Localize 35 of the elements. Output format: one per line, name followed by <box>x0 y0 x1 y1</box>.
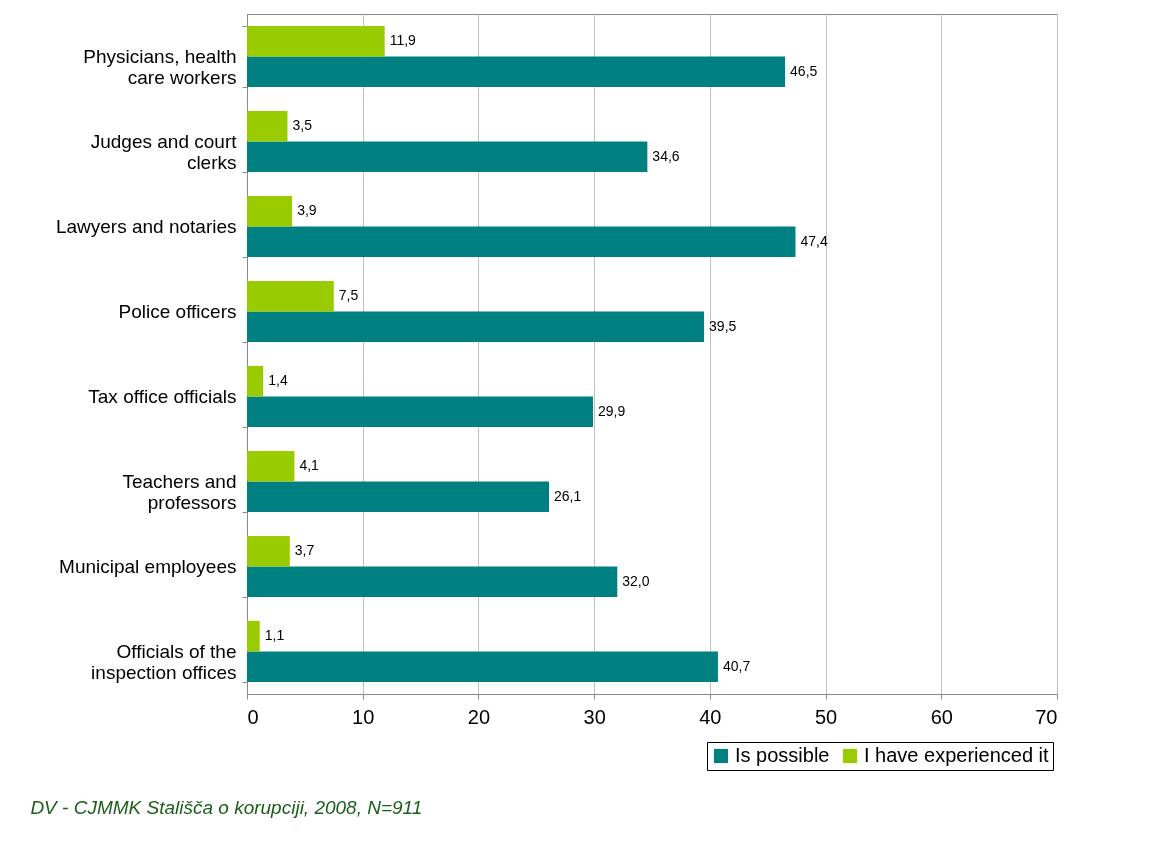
x-tick-label: 60 <box>930 705 953 728</box>
data-label: 7,5 <box>338 287 359 304</box>
y-tick-label: Municipal employees <box>59 556 237 577</box>
data-label: 11,9 <box>389 32 417 49</box>
legend-label: Is possible <box>735 744 830 766</box>
x-tick-label: 30 <box>583 705 606 728</box>
x-tick-label: 10 <box>352 705 375 728</box>
x-tick-label: 20 <box>467 705 491 728</box>
legend-label: I have experienced it <box>864 744 1049 766</box>
data-label: 1,1 <box>264 627 285 644</box>
data-label: 4,1 <box>299 457 320 474</box>
data-label: 3,9 <box>297 202 317 219</box>
data-label: 39,5 <box>709 317 737 334</box>
y-tick-label: Tax office officials <box>88 386 237 407</box>
y-tick-label: Teachers and professors <box>122 471 237 513</box>
data-label: 34,6 <box>652 147 680 164</box>
data-label: 3,7 <box>294 542 315 559</box>
data-label: 40,7 <box>722 657 751 674</box>
data-label: 3,5 <box>292 117 313 134</box>
x-tick-label: 0 <box>247 705 259 728</box>
x-tick-label: 70 <box>1035 705 1058 728</box>
x-tick-label: 50 <box>814 705 838 728</box>
x-tick-label: 40 <box>699 705 722 728</box>
y-tick-label: Officials of the inspection offices <box>91 641 237 683</box>
text: DV - CJMMK Stališča o korupciji, 2008, N=911 <box>30 796 423 818</box>
y-tick-label: Lawyers and notaries <box>55 216 237 237</box>
y-tick-label: Judges and court clerks <box>90 131 238 173</box>
y-tick-label: Physicians, health care workers <box>83 46 237 88</box>
data-label: 26,1 <box>554 487 582 504</box>
data-label: 1,4 <box>268 372 288 389</box>
y-tick-label: Police officers <box>118 301 237 322</box>
data-label: 47,4 <box>800 232 828 249</box>
data-label: 29,9 <box>597 402 626 419</box>
data-label: 32,0 <box>622 572 650 589</box>
data-label: 46,5 <box>790 62 818 79</box>
